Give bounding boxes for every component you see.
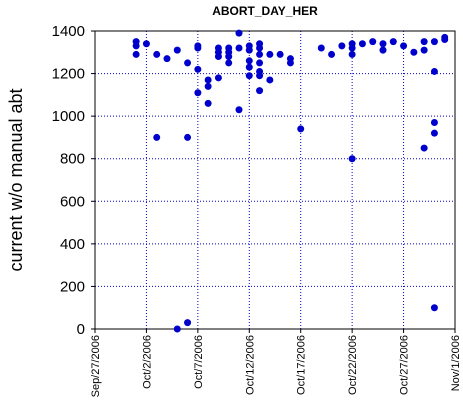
point: [245, 57, 253, 65]
y-tick-label: 1200: [52, 66, 85, 83]
point: [379, 40, 387, 48]
point: [430, 67, 438, 75]
point: [286, 59, 294, 67]
y-axis-label: current w/o manual abt: [6, 88, 26, 271]
point: [184, 319, 192, 327]
point: [389, 38, 397, 46]
point: [256, 87, 264, 95]
point: [194, 89, 202, 97]
chart-title: ABORT_DAY_HER: [212, 4, 318, 18]
point: [348, 155, 356, 163]
point: [266, 50, 274, 58]
point: [204, 99, 212, 107]
point: [235, 106, 243, 114]
plot-frame: [94, 30, 456, 330]
point: [184, 59, 192, 67]
point: [348, 44, 356, 52]
point: [235, 44, 243, 52]
point: [430, 304, 438, 312]
point: [153, 50, 161, 58]
point: [245, 63, 253, 71]
point: [420, 144, 428, 152]
x-tick-label: Sep/27/2006: [90, 335, 102, 397]
x-tick-label: Oct/2/2006: [141, 335, 153, 389]
point: [420, 46, 428, 54]
y-tick-label: 0: [77, 321, 85, 338]
point: [225, 53, 233, 61]
point: [214, 53, 222, 61]
y-tick-label: 1400: [52, 23, 85, 40]
point: [276, 50, 284, 58]
point: [184, 133, 192, 141]
point: [204, 76, 212, 84]
point: [358, 40, 366, 48]
point: [369, 38, 377, 46]
point: [256, 44, 264, 52]
point: [297, 125, 305, 133]
point: [441, 36, 449, 44]
y-tick-label: 400: [60, 236, 85, 253]
point: [400, 42, 408, 50]
point: [153, 133, 161, 141]
y-tick-label: 1000: [52, 108, 85, 125]
x-tick-label: Oct/22/2006: [347, 335, 359, 395]
point: [256, 72, 264, 80]
point: [132, 50, 140, 58]
point: [194, 65, 202, 73]
point: [266, 76, 274, 84]
point: [348, 50, 356, 58]
point: [225, 59, 233, 67]
point: [420, 38, 428, 46]
point: [163, 55, 171, 63]
x-tick-label: Oct/17/2006: [296, 335, 308, 395]
point: [173, 46, 181, 54]
point: [430, 129, 438, 137]
y-tick-label: 600: [60, 193, 85, 210]
point: [245, 72, 253, 80]
point: [430, 119, 438, 127]
point: [430, 38, 438, 46]
point: [194, 44, 202, 52]
x-tick-label: Oct/12/2006: [244, 335, 256, 395]
x-tick-label: Oct/7/2006: [193, 335, 205, 389]
point: [256, 59, 264, 67]
point: [204, 82, 212, 90]
point: [410, 48, 418, 56]
y-tick-label: 200: [60, 278, 85, 295]
point: [173, 325, 181, 333]
y-tick-label: 800: [60, 151, 85, 168]
point: [142, 40, 150, 48]
point: [338, 42, 346, 50]
point: [328, 50, 336, 58]
point: [132, 42, 140, 50]
point: [214, 74, 222, 82]
point: [379, 46, 387, 54]
point: [235, 29, 243, 37]
point: [256, 50, 264, 58]
point: [245, 46, 253, 54]
x-tick-label: Oct/27/2006: [399, 335, 411, 395]
point: [317, 44, 325, 52]
x-tick-label: Nov/1/2006: [450, 335, 462, 391]
